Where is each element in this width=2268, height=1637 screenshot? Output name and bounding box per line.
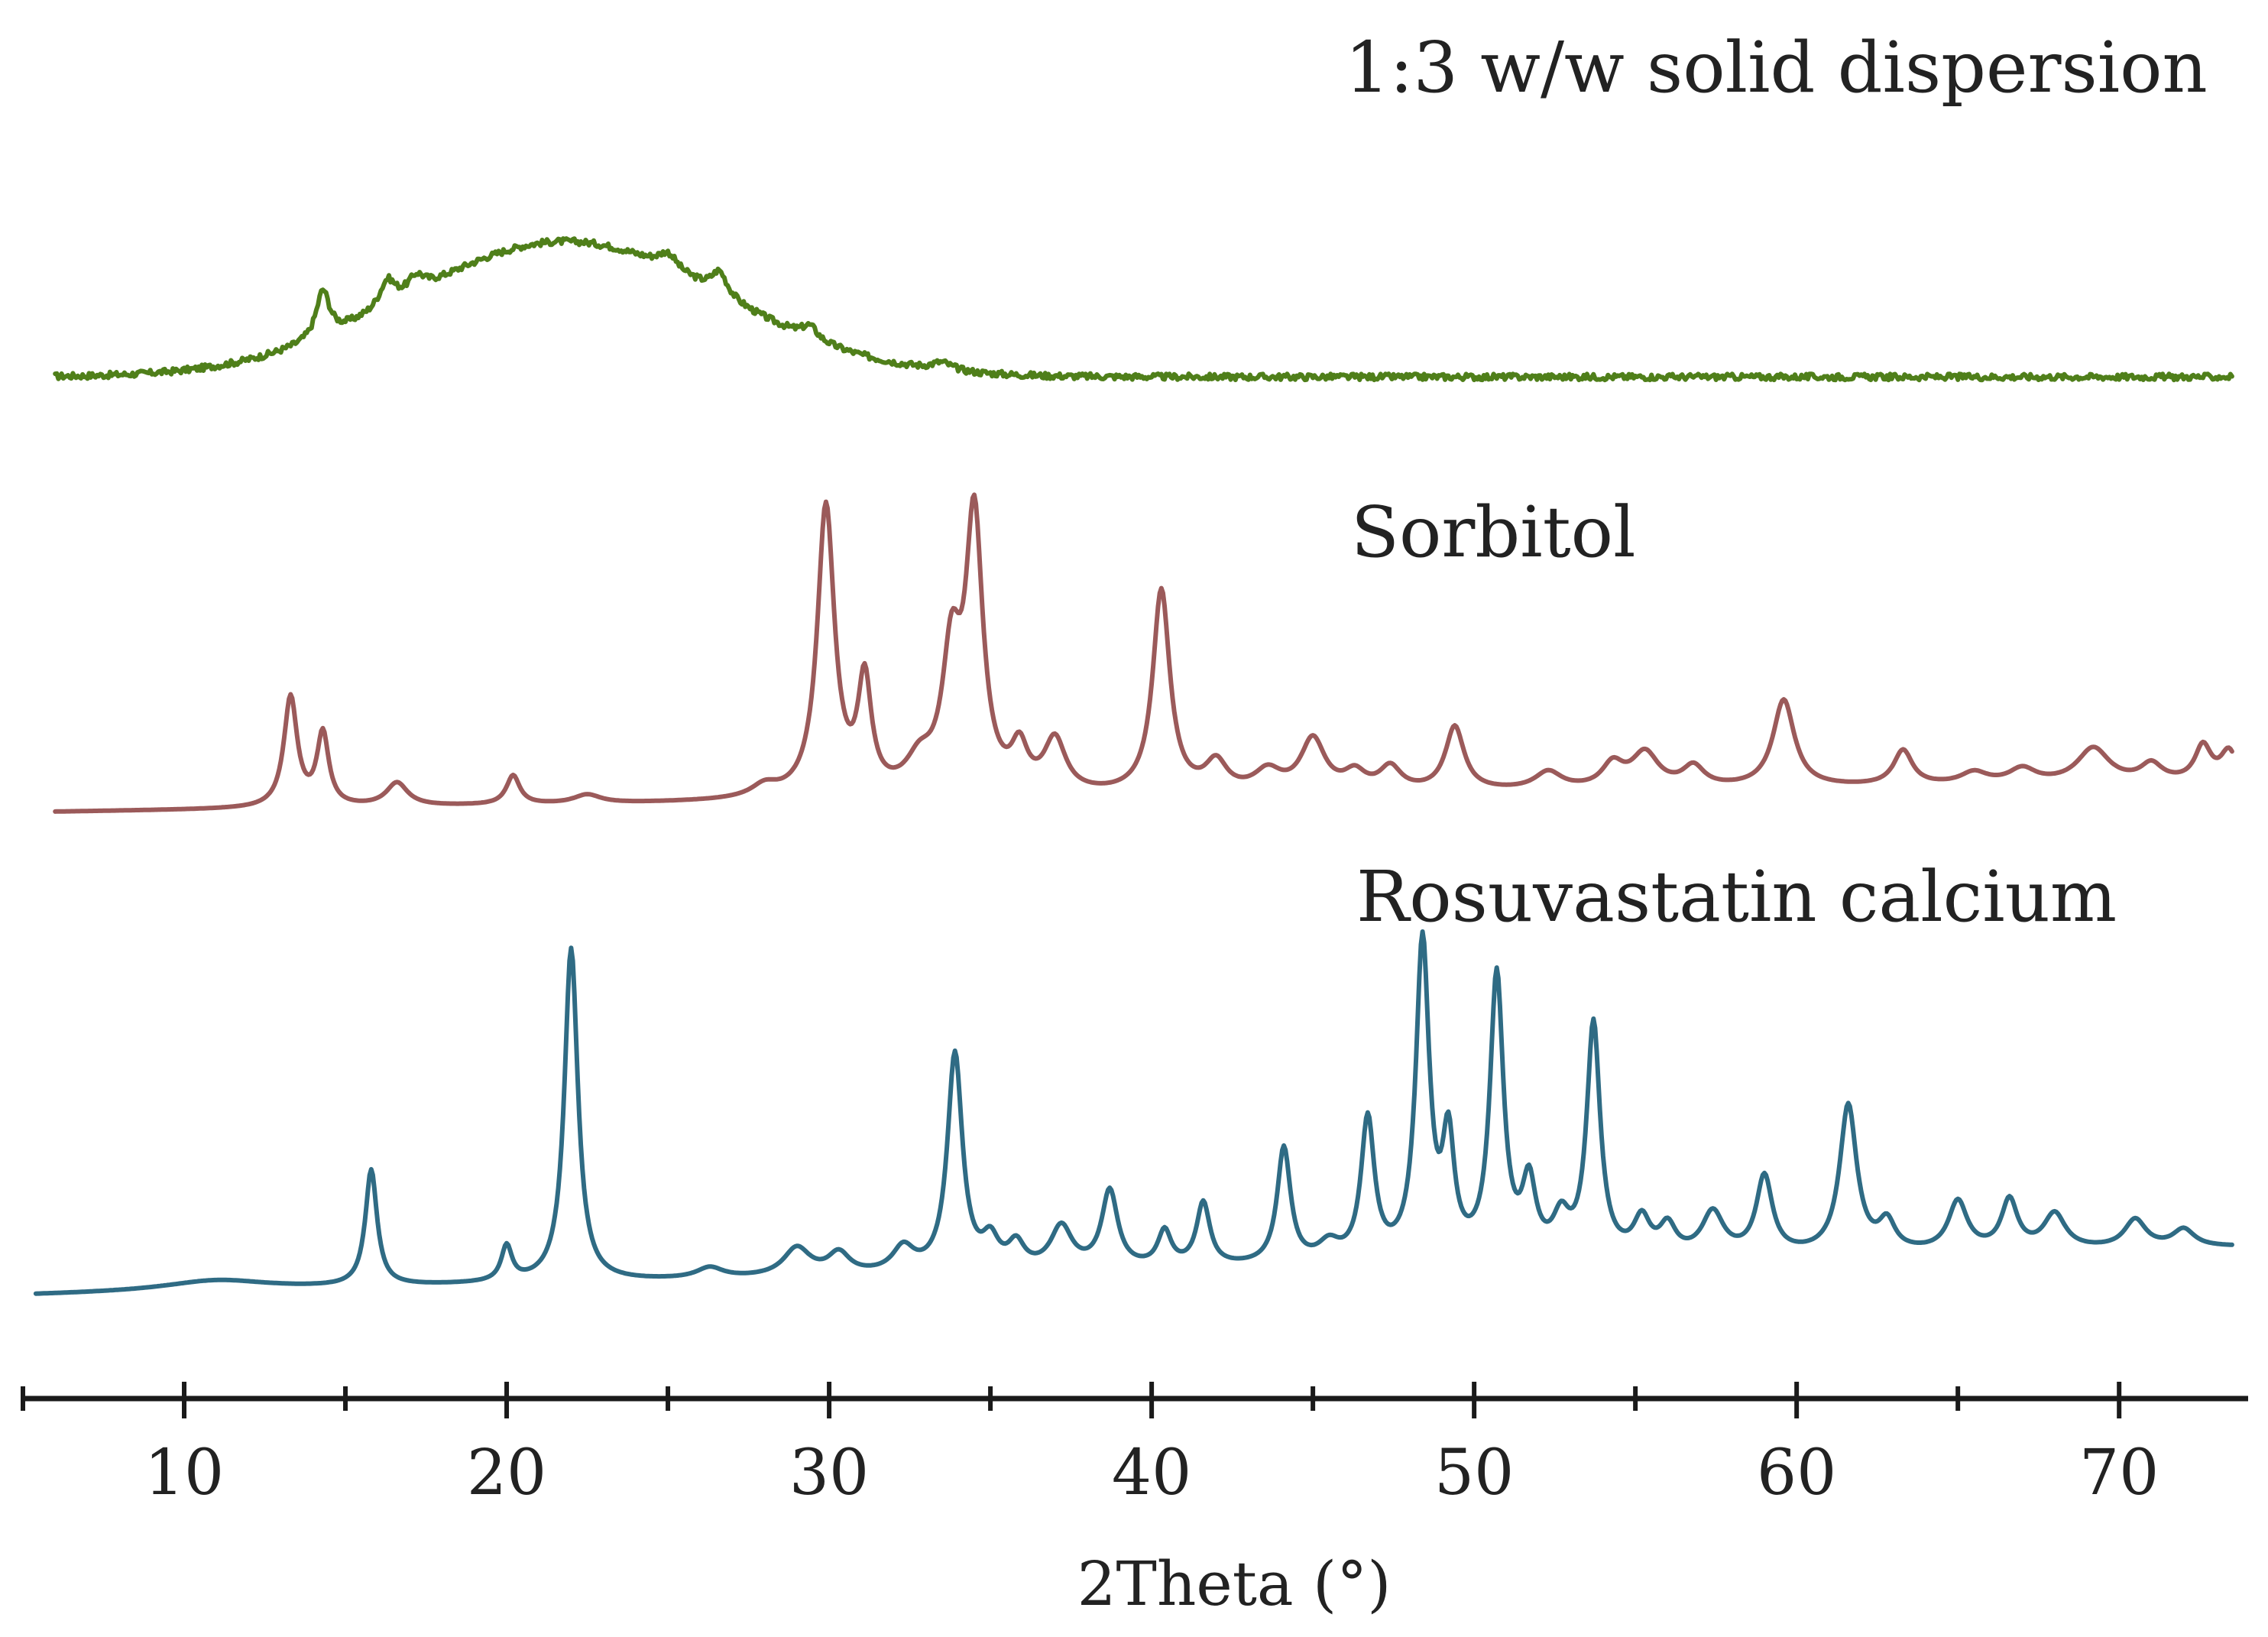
- x-axis-ticks: 10 20 30 40 50 60 70: [21, 1382, 2159, 1509]
- x-tick-label-70: 70: [2079, 1437, 2159, 1509]
- x-tick-label-10: 10: [144, 1437, 224, 1509]
- x-tick-label-40: 40: [1112, 1437, 1191, 1509]
- traces-group: [33, 236, 2234, 1296]
- series-label-solid-dispersion: 1:3 w/w solid dispersion: [1345, 27, 2208, 109]
- trace-rosuvastatin-calcium: [33, 929, 2234, 1296]
- x-tick-label-60: 60: [1757, 1437, 1836, 1509]
- trace-1-3-w-w-solid-dispersion: [53, 236, 2234, 383]
- trace-sorbitol: [53, 492, 2234, 814]
- x-tick-label-50: 50: [1434, 1437, 1514, 1509]
- x-tick-label-20: 20: [467, 1437, 546, 1509]
- x-tick-label-30: 30: [789, 1437, 869, 1509]
- series-label-rosuvastatin: Rosuvastatin calcium: [1356, 856, 2117, 938]
- series-label-sorbitol: Sorbitol: [1351, 491, 1636, 573]
- x-axis-title: 2Theta (°): [1077, 1548, 1392, 1619]
